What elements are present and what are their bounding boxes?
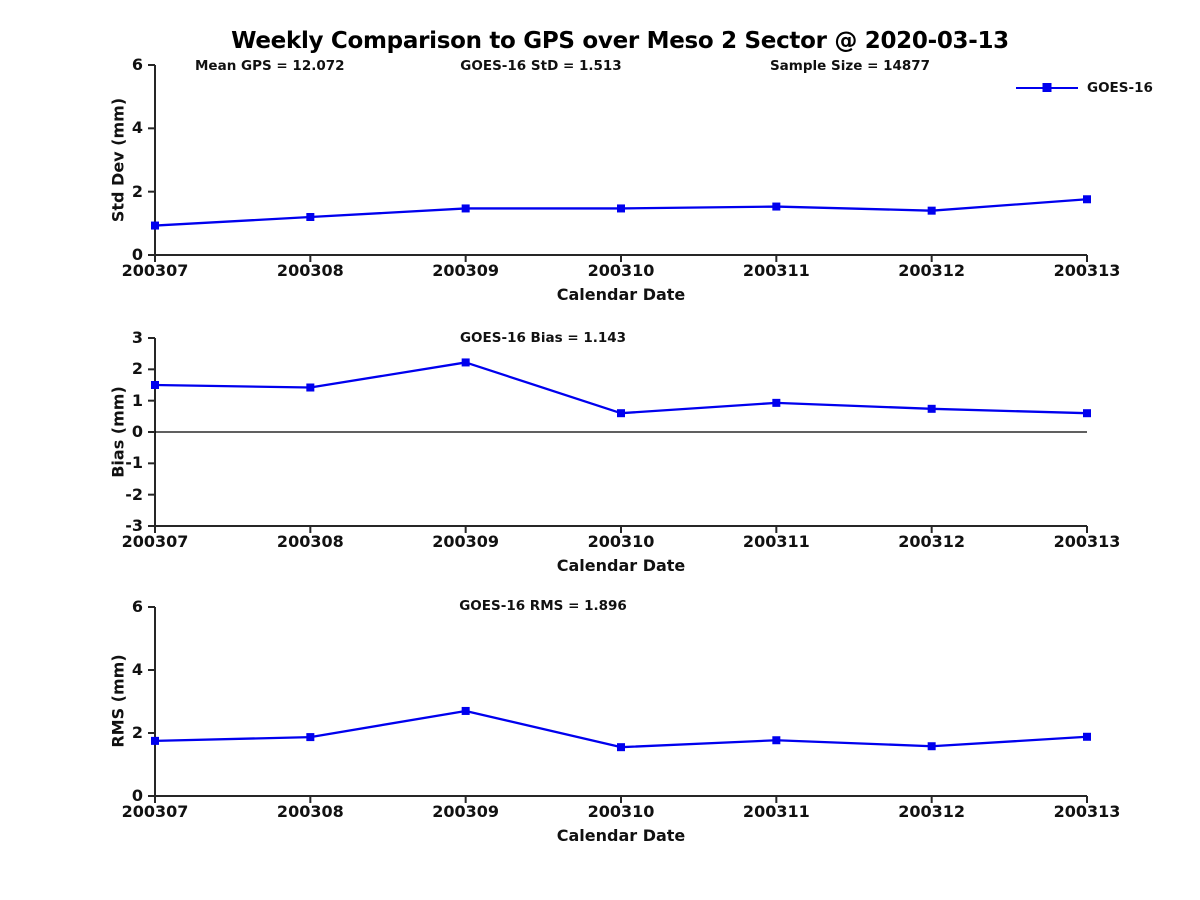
data-point [772,736,781,745]
series-line-goes-16 [154,361,1088,415]
y-tick-label: -2 [125,484,143,504]
data-point [461,204,470,213]
data-point [461,358,470,367]
y-tick-label: -3 [125,516,143,535]
x-tick-label: 200310 [587,532,655,551]
annotation-mean-gps: Mean GPS = 12.072 [195,58,345,74]
data-point [772,202,781,211]
data-point [151,221,159,230]
y-tick-label: 4 [131,118,143,138]
y-tick-label: 2 [131,181,143,201]
data-point [306,733,315,742]
x-tick-label: 200312 [898,802,966,821]
y-tick-label: 6 [131,55,143,74]
data-point [617,204,625,213]
x-tick-label: 200313 [1053,261,1121,280]
data-point [306,383,315,392]
x-tick-label: 200312 [898,532,966,551]
x-tick-label: 200311 [742,532,810,551]
x-tick-label: 200312 [898,261,966,280]
data-point [1083,195,1091,204]
series-line-goes-16 [154,709,1088,749]
y-tick-label: -1 [125,453,143,473]
y-tick-label: 6 [131,597,143,616]
legend-square-marker-icon [1042,83,1052,92]
data-point [1083,732,1091,741]
y-tick-label: 2 [131,723,143,742]
main-title: Weekly Comparison to GPS over Meso 2 Sec… [231,28,1009,54]
x-tick-label: 200309 [432,532,500,551]
data-point [1083,409,1091,418]
axes-spines [154,607,1087,797]
y-tick-label: 3 [131,328,143,347]
subplot-title: GOES-16 Bias = 1.143 [459,330,627,346]
y-tick-label: 0 [131,786,143,805]
data-point [927,404,936,413]
data-point [151,736,159,745]
x-axis-label: Calendar Date [556,826,686,845]
x-axis-label: Calendar Date [556,556,686,575]
x-tick-label: 200310 [587,802,655,821]
data-point [927,206,936,215]
y-tick-label: 1 [131,390,143,410]
axes-spines [154,65,1087,256]
annotation-goes16-std: GOES-16 StD = 1.513 [460,58,622,74]
data-point [617,409,625,418]
y-axis-label: Std Dev (mm) [108,97,128,223]
annotation-sample-size: Sample Size = 14877 [769,58,931,74]
x-tick-label: 200313 [1053,802,1121,821]
legend-label: GOES-16 [1087,80,1153,96]
data-point [617,743,625,752]
data-point [306,213,315,221]
data-point [151,381,159,389]
data-point [927,742,936,751]
x-tick-label: 200309 [432,802,500,821]
data-point [461,706,470,715]
legend-line-sample [1016,83,1078,92]
y-tick-label: 4 [131,660,143,679]
x-tick-label: 200307 [121,261,189,280]
data-point [772,398,781,407]
x-tick-label: 200307 [121,532,189,551]
x-tick-label: 200308 [276,532,344,551]
x-tick-label: 200311 [742,261,810,280]
x-tick-label: 200310 [587,261,655,280]
x-tick-label: 200307 [121,802,189,821]
y-tick-label: 2 [131,359,143,379]
x-tick-label: 200308 [276,261,344,280]
legend: GOES-16 [1016,80,1153,96]
x-axis-label: Calendar Date [556,285,686,304]
x-tick-label: 200309 [432,261,500,280]
x-tick-label: 200311 [742,802,810,821]
y-tick-label: 0 [131,245,143,264]
x-tick-label: 200313 [1053,532,1121,551]
x-tick-label: 200308 [276,802,344,821]
y-tick-label: 0 [131,422,143,441]
subplot-title: GOES-16 RMS = 1.896 [459,598,627,614]
